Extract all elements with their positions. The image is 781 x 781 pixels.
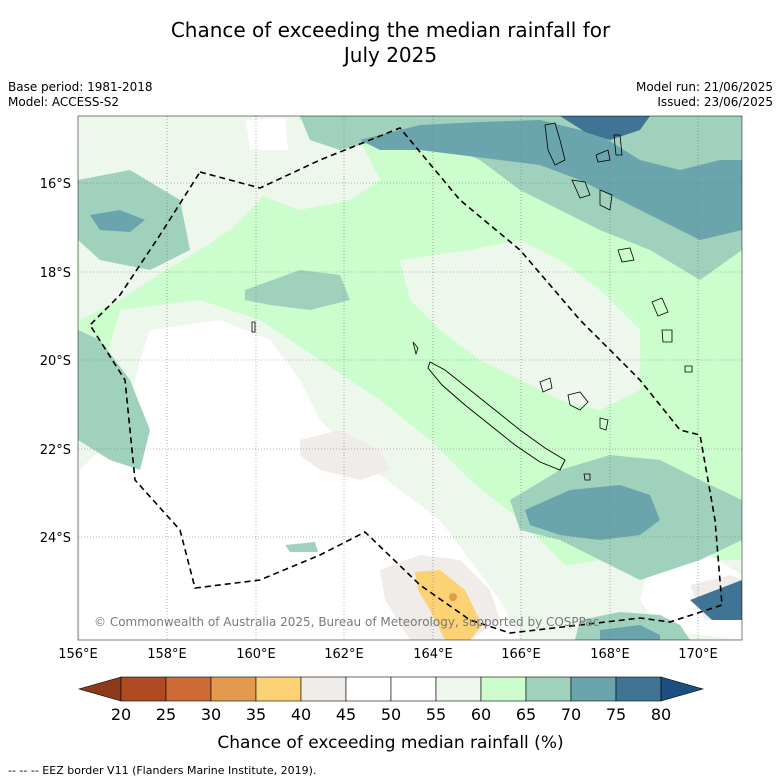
lon-label-168e: 168°E <box>590 647 630 662</box>
colorbar-high-extend <box>660 676 705 702</box>
lat-label-20s: 20°S <box>40 354 71 369</box>
colorbar-tick-label: 30 <box>201 705 221 724</box>
colorbar-tick-label: 20 <box>111 705 131 724</box>
colorbar: 20 25 30 35 40 45 50 55 60 65 70 75 80 <box>77 676 705 724</box>
loyalty-island-1 <box>539 377 553 393</box>
model-name: Model: ACCESS-S2 <box>8 95 120 109</box>
rainfall-field <box>78 116 742 640</box>
colorbar-segment <box>435 676 482 702</box>
meta-left: Base period: 1981-2018 Model: ACCESS-S2 <box>8 80 153 110</box>
colorbar-segment <box>120 676 167 702</box>
lon-label-160e: 160°E <box>236 647 276 662</box>
lon-label-162e: 162°E <box>324 647 364 662</box>
colorbar-segment <box>165 676 212 702</box>
eez-legend-note: -- -- -- EEZ border V11 (Flanders Marine… <box>8 764 317 777</box>
colorbar-tick-label: 60 <box>471 705 491 724</box>
vanuatu-erromango <box>651 297 669 317</box>
title-line-2: July 2025 <box>343 43 438 67</box>
colorbar-segment <box>300 676 347 702</box>
vanuatu-espiritu-santo <box>544 122 566 166</box>
small-island <box>251 321 256 333</box>
lon-label-158e: 158°E <box>147 647 187 662</box>
vanuatu-island-5 <box>599 189 613 211</box>
matthew-island <box>583 473 591 481</box>
latitude-labels: 16°S 18°S 20°S 22°S 24°S <box>40 177 71 546</box>
longitude-labels: 156°E 158°E 160°E 162°E 164°E 166°E 168°… <box>58 647 718 662</box>
vanuatu-aneityum <box>684 365 693 373</box>
colorbar-low-extend <box>77 676 122 702</box>
colorbar-tick-label: 25 <box>156 705 176 724</box>
colorbar-tick-label: 70 <box>561 705 581 724</box>
colorbar-segment <box>210 676 257 702</box>
colorbar-tick-label: 80 <box>651 705 671 724</box>
lon-label-170e: 170°E <box>678 647 718 662</box>
vanuatu-island-2 <box>595 149 611 163</box>
lon-label-166e: 166°E <box>501 647 541 662</box>
title-line-1: Chance of exceeding the median rainfall … <box>170 18 611 42</box>
vanuatu-island-3 <box>613 134 623 156</box>
colorbar-tick-label: 65 <box>516 705 536 724</box>
lat-label-16s: 16°S <box>40 177 71 192</box>
graticule <box>78 116 742 640</box>
base-period: Base period: 1981-2018 <box>8 80 153 94</box>
chesterfield-islands <box>412 341 419 356</box>
colorbar-tick-label: 75 <box>606 705 626 724</box>
colorbar-tick-label: 35 <box>246 705 266 724</box>
copyright-text: © Commonwealth of Australia 2025, Bureau… <box>94 615 599 629</box>
lon-label-164e: 164°E <box>413 647 453 662</box>
lat-label-22s: 22°S <box>40 443 71 458</box>
vanuatu-malakula <box>571 179 591 199</box>
colorbar-segment <box>615 676 662 702</box>
issued-date: Issued: 23/06/2025 <box>657 95 773 109</box>
map-title: Chance of exceeding the median rainfall … <box>0 18 781 68</box>
model-run: Model run: 21/06/2025 <box>635 80 773 94</box>
colorbar-label: Chance of exceeding median rainfall (%) <box>217 733 564 753</box>
meta-right: Model run: 21/06/2025 Issued: 23/06/2025 <box>636 80 773 110</box>
colorbar-segment <box>525 676 572 702</box>
loyalty-island-3 <box>599 417 609 431</box>
colorbar-tick-label: 55 <box>426 705 446 724</box>
lat-label-18s: 18°S <box>40 266 71 281</box>
colorbar-segment <box>480 676 527 702</box>
lon-label-156e: 156°E <box>58 647 98 662</box>
colorbar-tick-label: 45 <box>336 705 356 724</box>
loyalty-island-2 <box>567 391 589 411</box>
colorbar-segment <box>255 676 302 702</box>
colorbar-segment <box>570 676 617 702</box>
new-caledonia-island <box>427 361 566 471</box>
eez-border <box>88 127 723 634</box>
map-frame <box>77 115 743 641</box>
lat-label-24s: 24°S <box>40 531 71 546</box>
colorbar-tick-label: 50 <box>381 705 401 724</box>
vanuatu-efate <box>617 247 635 263</box>
colorbar-segment <box>345 676 392 702</box>
colorbar-tick-label: 40 <box>291 705 311 724</box>
colorbar-segment <box>390 676 437 702</box>
vanuatu-tanna <box>661 329 673 343</box>
